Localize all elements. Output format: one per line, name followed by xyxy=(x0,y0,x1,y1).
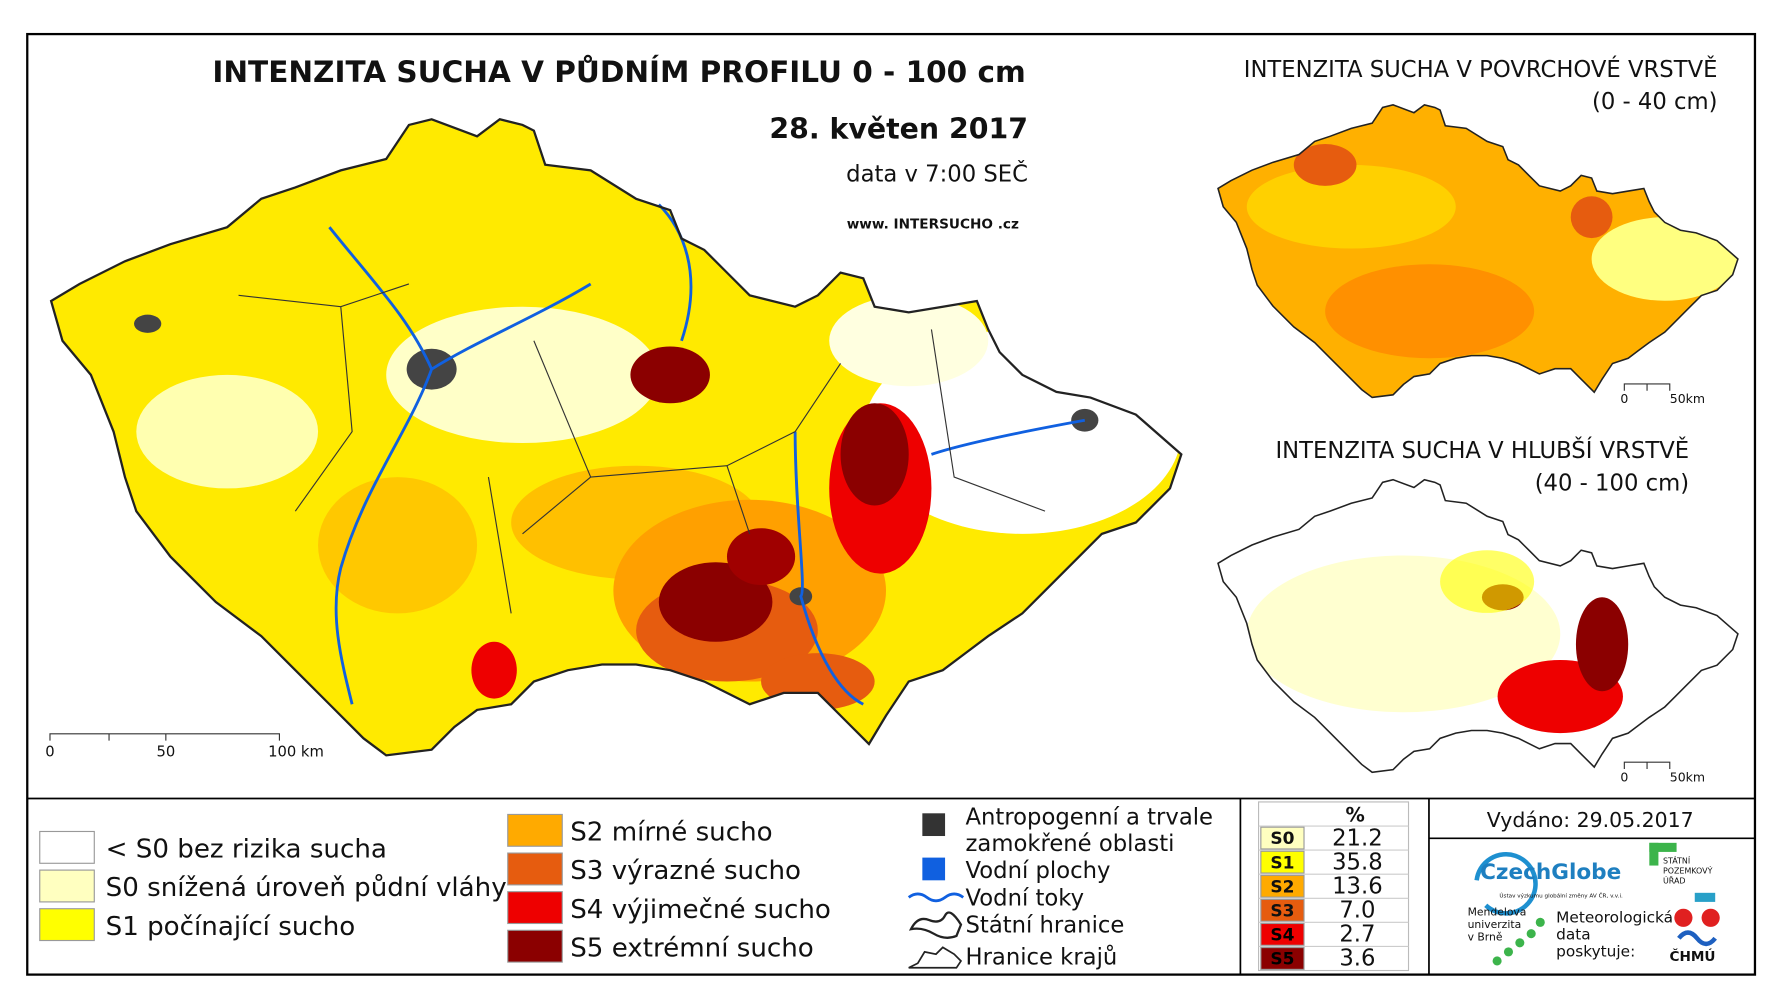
table-class: S2 xyxy=(1270,877,1294,897)
legend-label: S3 výrazné sucho xyxy=(570,856,801,886)
scale-label: 50 xyxy=(156,744,175,761)
symbol-label: Antropogenní a trvale xyxy=(966,805,1214,831)
table-header: % xyxy=(1345,803,1364,826)
main-map xyxy=(49,118,1183,757)
table-class-cell xyxy=(1260,850,1305,874)
symbol-label: Vodní plochy xyxy=(966,858,1111,884)
logo-subtext: STÁTNÍ xyxy=(1663,854,1691,865)
table-class: S1 xyxy=(1270,853,1294,873)
legend-label: S1 počínající sucho xyxy=(106,912,356,942)
logo-mark xyxy=(1694,892,1716,902)
symbol-label: zamokřené oblasti xyxy=(966,831,1175,857)
scale-label: 0 xyxy=(1620,769,1628,784)
table-class: S3 xyxy=(1270,901,1294,921)
table-class-cell xyxy=(1260,826,1305,850)
legend-label: S4 výjimečné sucho xyxy=(570,895,831,925)
logo-mark xyxy=(1701,908,1720,927)
table-frame xyxy=(1258,801,1410,972)
inset-title: INTENZITA SUCHA V HLUBŠÍ VRSTVĚ xyxy=(1275,436,1689,464)
scale-label: 0 xyxy=(1620,391,1628,406)
logo-mark xyxy=(1649,842,1659,866)
table-value: 3.6 xyxy=(1339,946,1375,972)
symbol-label: Státní hranice xyxy=(966,913,1125,939)
logo-mark xyxy=(1674,908,1693,927)
inset-map xyxy=(1217,478,1739,774)
logo-subtext: univerzita xyxy=(1468,918,1522,931)
table-value: 2.7 xyxy=(1339,922,1375,948)
symbol-label: Hranice krajů xyxy=(966,943,1118,970)
legend-swatch xyxy=(39,830,95,864)
scale-label: 0 xyxy=(45,744,54,761)
logo-subtext: v Brně xyxy=(1468,931,1503,944)
table-value: 13.6 xyxy=(1332,873,1383,899)
table-class-cell xyxy=(1260,874,1305,898)
inset-title: INTENZITA SUCHA V POVRCHOVÉ VRSTVĚ xyxy=(1244,55,1718,83)
website: www. INTERSUCHO .cz xyxy=(847,216,1019,232)
logo-subtext: Mendelova xyxy=(1468,906,1527,919)
legend-swatch xyxy=(507,891,563,925)
legend-label: < S0 bez rizika sucha xyxy=(106,835,387,865)
issued: Vydáno: 29.05.2017 xyxy=(1487,808,1694,832)
region-icon xyxy=(908,946,963,969)
legend-label: S2 mírné sucho xyxy=(570,818,772,848)
scale-label: 50km xyxy=(1670,391,1705,406)
legend-label: S0 snížená úroveň půdní vláhy xyxy=(106,873,507,903)
logo-subtext: POZEMKOVÝ xyxy=(1663,865,1713,876)
logo-subtext: poskytuje: xyxy=(1556,942,1635,960)
legend-swatch xyxy=(39,908,95,942)
water-icon xyxy=(922,857,946,881)
legend-swatch xyxy=(507,852,563,886)
scale-bar xyxy=(49,383,1671,770)
river-icon xyxy=(907,892,965,903)
logo-mark xyxy=(1474,852,1538,916)
logo-text: ČHMÚ xyxy=(1669,947,1715,965)
legend-swatch xyxy=(39,869,95,903)
legend-label: S5 extrémní sucho xyxy=(570,933,814,963)
table-class: S5 xyxy=(1270,950,1294,970)
legend: < S0 bez rizika sucha S0 snížená úroveň p… xyxy=(39,801,1713,972)
logo-subtext: Meteorologická xyxy=(1556,908,1673,926)
inset-map xyxy=(1217,104,1739,399)
legend-swatch xyxy=(507,929,563,963)
table-class-cell xyxy=(1260,946,1305,970)
scale-label: 50km xyxy=(1670,769,1705,784)
logo-mark xyxy=(1492,917,1545,966)
table-value: 21.2 xyxy=(1332,825,1383,851)
logo-mark xyxy=(1649,842,1677,852)
table-class: S4 xyxy=(1270,926,1294,946)
symbol-label: Vodní toky xyxy=(966,885,1085,911)
scale-label: 100 km xyxy=(268,744,324,761)
table-class: S0 xyxy=(1270,829,1294,849)
table-class-cell xyxy=(1260,898,1305,922)
logo-subtext: data xyxy=(1556,925,1591,943)
logo-subtext: Ústav výzkumu globální změny AV ČR, v.v.… xyxy=(1499,892,1623,899)
logo-subtext: ÚŘAD xyxy=(1663,875,1686,886)
inset-depth: (0 - 40 cm) xyxy=(1592,89,1718,115)
inset-depth: (40 - 100 cm) xyxy=(1535,471,1689,497)
border-icon xyxy=(908,911,963,939)
table-value: 7.0 xyxy=(1339,898,1375,924)
urban-icon xyxy=(922,813,946,837)
legend-swatch xyxy=(507,813,563,847)
table-class-cell xyxy=(1260,922,1305,946)
time-note: data v 7:00 SEČ xyxy=(846,160,1028,188)
title: INTENZITA SUCHA V PŮDNÍM PROFILU 0 - 100… xyxy=(212,53,1025,89)
date: 28. květen 2017 xyxy=(769,113,1028,146)
logo-text: CzechGlobe xyxy=(1480,860,1621,885)
table-value: 35.8 xyxy=(1332,849,1383,875)
logo-mark xyxy=(1677,930,1717,947)
